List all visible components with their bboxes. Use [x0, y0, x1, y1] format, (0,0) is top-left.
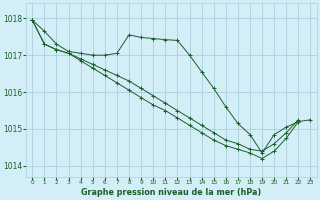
X-axis label: Graphe pression niveau de la mer (hPa): Graphe pression niveau de la mer (hPa) — [81, 188, 261, 197]
